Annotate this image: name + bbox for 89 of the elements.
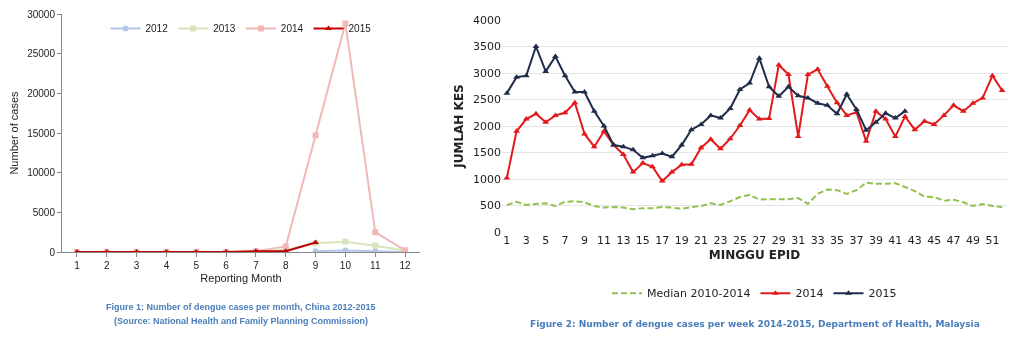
y-axis-title: Number of cases <box>7 90 20 175</box>
y-tick-label: 10000 <box>27 167 56 179</box>
x-tick-label: 3 <box>133 260 140 271</box>
x-tick-label: 23 <box>713 234 728 247</box>
y-tick-label: 25000 <box>27 48 56 60</box>
point <box>561 72 569 78</box>
x-tick-label: 5 <box>542 234 550 247</box>
x-tick-label: 45 <box>927 234 942 247</box>
point <box>372 242 379 249</box>
x-tick-label: 43 <box>907 234 922 247</box>
x-tick-label: 41 <box>888 234 903 247</box>
x-tick-label: 11 <box>596 234 611 247</box>
y-tick-label: 5000 <box>32 206 56 218</box>
legend-label: 2015 <box>868 287 897 301</box>
text: (Source: National Health and Family Planning Commission) <box>114 316 369 326</box>
y-tick-label: 20000 <box>27 87 56 99</box>
x-tick-label: 29 <box>771 234 786 247</box>
y-tick-label: 4000 <box>473 13 501 27</box>
y-tick-label: 15000 <box>27 127 56 139</box>
point <box>726 105 734 111</box>
x-tick-label: 6 <box>223 260 230 271</box>
x-tick-label: 51 <box>985 234 1000 247</box>
x-tick-label: 47 <box>946 234 961 247</box>
x-axis-title: Reporting Month <box>200 272 282 285</box>
x-tick-label: 17 <box>655 234 670 247</box>
point <box>342 238 349 245</box>
y-tick-label: 30000 <box>27 8 56 20</box>
x-tick-label: 33 <box>810 234 825 247</box>
legend-label: 2014 <box>795 287 824 301</box>
x-tick-label: 39 <box>868 234 883 247</box>
x-tick-label: 4 <box>163 260 170 271</box>
y-tick-label: 3500 <box>473 40 501 54</box>
x-tick-label: 3 <box>522 234 530 247</box>
point <box>891 133 899 139</box>
y-axis-title: JUMLAH KES <box>452 84 467 169</box>
point <box>717 115 724 120</box>
x-tick-label: 7 <box>253 260 260 271</box>
point <box>342 247 349 252</box>
point <box>619 151 627 157</box>
x-tick-label: 13 <box>616 234 631 247</box>
legend-label: 2014 <box>280 23 304 35</box>
x-tick-label: 1 <box>74 260 81 271</box>
x-tick-label: 25 <box>732 234 747 247</box>
x-tick-label: 37 <box>849 234 864 247</box>
x-tick-label: 7 <box>561 234 569 247</box>
x-tick-label: 12 <box>399 260 412 271</box>
x-tick-label: 49 <box>966 234 981 247</box>
x-tick-label: 10 <box>339 260 352 271</box>
caption: Figure 1: Number of dengue cases per month, China 2012-2015 <box>106 302 376 312</box>
caption: Figure 2: Number of dengue cases per week 2014-2015, Department of Health, Malaysia <box>530 319 980 329</box>
x-axis-title: MINGGU EPID <box>708 247 801 262</box>
x-tick-label: 27 <box>752 234 767 247</box>
point <box>988 72 996 78</box>
x-tick-label: 9 <box>312 260 319 271</box>
point <box>785 71 792 77</box>
point <box>619 143 627 149</box>
point <box>551 53 559 59</box>
x-tick-label: 2 <box>103 260 110 271</box>
x-tick-label: 11 <box>370 260 381 271</box>
point <box>372 229 379 236</box>
point <box>794 133 802 139</box>
x-tick-label: 9 <box>581 234 589 247</box>
legend-label: Median 2010-2014 <box>647 287 751 301</box>
x-tick-label: 5 <box>193 260 200 271</box>
legend-label: 2013 <box>213 23 236 35</box>
x-tick-label: 35 <box>830 234 845 247</box>
y-tick-label: 2500 <box>473 93 501 107</box>
x-tick-label: 1 <box>503 234 511 247</box>
point <box>342 20 349 27</box>
x-tick-label: 8 <box>282 260 289 271</box>
y-tick-label: 500 <box>480 199 501 213</box>
y-tick-label: 0 <box>49 246 56 258</box>
x-tick-label: 15 <box>635 234 650 247</box>
x-tick-label: 31 <box>791 234 806 247</box>
point <box>312 132 319 139</box>
y-tick-label: 2000 <box>473 119 501 133</box>
point <box>765 115 773 121</box>
line-series <box>505 181 1004 211</box>
point <box>687 126 695 132</box>
point <box>678 161 686 167</box>
point <box>804 71 812 77</box>
y-tick-label: 1000 <box>473 172 501 186</box>
x-tick-label: 21 <box>694 234 709 247</box>
x-tick-label: 19 <box>674 234 689 247</box>
y-tick-label: 1500 <box>473 146 501 160</box>
legend-label: 2015 <box>348 23 372 35</box>
y-tick-label: 0 <box>494 225 501 239</box>
y-tick-label: 3000 <box>473 66 501 80</box>
legend-label: 2012 <box>145 23 169 35</box>
